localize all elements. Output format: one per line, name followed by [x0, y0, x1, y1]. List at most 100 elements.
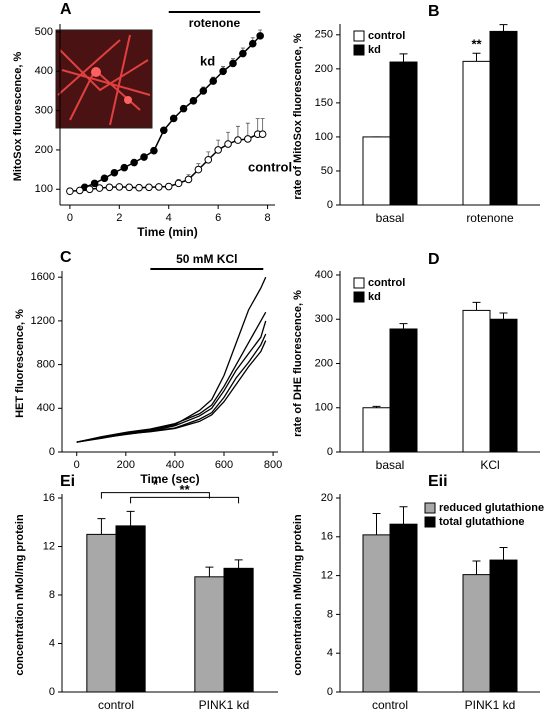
y-tick-label: 0	[327, 199, 333, 211]
y-tick-label: 20	[321, 492, 333, 504]
panel-letter: B	[428, 3, 440, 20]
data-point	[120, 163, 129, 172]
x-tick-label: 2	[116, 212, 122, 224]
significance-bracket	[100, 492, 210, 499]
error-bar	[126, 510, 135, 526]
x-tick-label: 200	[117, 459, 135, 471]
inset-cell	[124, 96, 132, 104]
y-axis-label: MitoSox fluorescence, %	[12, 51, 24, 181]
y-tick-label: 300	[35, 105, 53, 117]
error-bar	[399, 53, 408, 63]
data-point	[184, 175, 193, 184]
series-label: kd	[200, 53, 215, 68]
y-tick-label: 4	[49, 637, 55, 649]
legend-swatch	[424, 502, 436, 514]
bar	[389, 328, 418, 453]
y-tick-label: 0	[327, 686, 333, 698]
x-tick-label: 800	[264, 459, 282, 471]
y-tick-label: 400	[37, 402, 55, 414]
legend-label: control	[368, 277, 405, 289]
bar	[462, 60, 491, 206]
period-label: rotenone	[189, 16, 241, 30]
legend-swatch	[353, 277, 365, 289]
error-bar	[97, 518, 106, 535]
y-tick-label: 1600	[31, 271, 55, 283]
data-point	[145, 183, 153, 192]
data-point	[258, 130, 267, 138]
error-bar	[472, 560, 481, 575]
bar	[462, 574, 491, 693]
x-tick-label: basal	[376, 211, 405, 225]
bar	[86, 533, 117, 693]
data-point	[66, 187, 74, 196]
y-axis-label: rate of DHE fluorescence, %	[292, 290, 304, 437]
y-tick-label: 4	[327, 647, 333, 659]
data-point	[164, 182, 173, 191]
x-tick-label: 4	[166, 212, 172, 224]
legend-label: total glutathione	[439, 516, 525, 528]
data-point	[169, 114, 178, 123]
x-axis-label: Time (sec)	[140, 472, 199, 486]
data-point	[224, 140, 232, 148]
y-tick-label: 200	[315, 357, 333, 369]
x-tick-label: rotenone	[466, 211, 514, 225]
significance: *	[153, 477, 159, 492]
error-bar	[499, 312, 508, 320]
significance: **	[180, 482, 191, 497]
bar	[489, 30, 518, 206]
y-tick-label: 1200	[31, 315, 55, 327]
inset-cell	[91, 67, 101, 77]
data-point	[189, 96, 198, 105]
legend-label: kd	[368, 291, 381, 303]
x-tick-label: 400	[166, 459, 184, 471]
error-bar	[499, 546, 508, 561]
x-tick-label: control	[98, 698, 134, 712]
y-tick-label: 100	[315, 402, 333, 414]
y-tick-label: 400	[315, 269, 333, 281]
x-tick-label: PINK1 kd	[465, 698, 516, 712]
y-axis-label: rate of MitoSox fluorescence, %	[292, 33, 304, 199]
data-point	[140, 153, 148, 161]
error-bar	[205, 566, 214, 577]
significance: **	[471, 37, 482, 52]
data-point	[135, 183, 143, 192]
data-point	[155, 183, 163, 191]
legend-swatch	[353, 44, 365, 56]
bar	[389, 523, 418, 693]
panel-letter: D	[428, 251, 440, 268]
data-point	[85, 185, 94, 194]
panel-letter: A	[60, 1, 72, 18]
panel-letter: Eii	[428, 473, 448, 490]
data-point	[244, 135, 252, 143]
data-point	[209, 77, 218, 85]
error-bar	[399, 323, 408, 329]
y-tick-label: 250	[315, 29, 333, 41]
data-point	[219, 67, 227, 76]
x-tick-label: 0	[67, 212, 73, 224]
x-tick-label: basal	[376, 458, 405, 472]
series-line	[76, 276, 267, 443]
data-point	[199, 87, 208, 95]
y-tick-label: 200	[315, 63, 333, 75]
bar	[389, 61, 418, 206]
x-axis-label: Time (min)	[137, 225, 197, 239]
data-point	[174, 179, 183, 188]
y-axis-label: HET fluorescence, %	[14, 309, 26, 418]
data-point	[95, 184, 104, 192]
y-axis-label: concentration nMol/mg protein	[14, 514, 26, 676]
legend-label: reduced glutathione	[439, 502, 544, 514]
panel-letter: C	[60, 249, 72, 266]
legend-label: control	[368, 30, 405, 42]
x-tick-label: PINK1 kd	[199, 698, 250, 712]
bar	[489, 318, 518, 453]
x-tick-label: KCl	[480, 458, 499, 472]
y-tick-label: 150	[315, 97, 333, 109]
data-point	[125, 183, 133, 192]
series-line	[76, 320, 267, 443]
series-line	[76, 340, 267, 443]
x-tick-label: 600	[215, 459, 233, 471]
y-tick-label: 16	[321, 531, 333, 543]
significance-bracket	[130, 496, 240, 504]
period-label: 50 mM KCl	[176, 252, 237, 266]
